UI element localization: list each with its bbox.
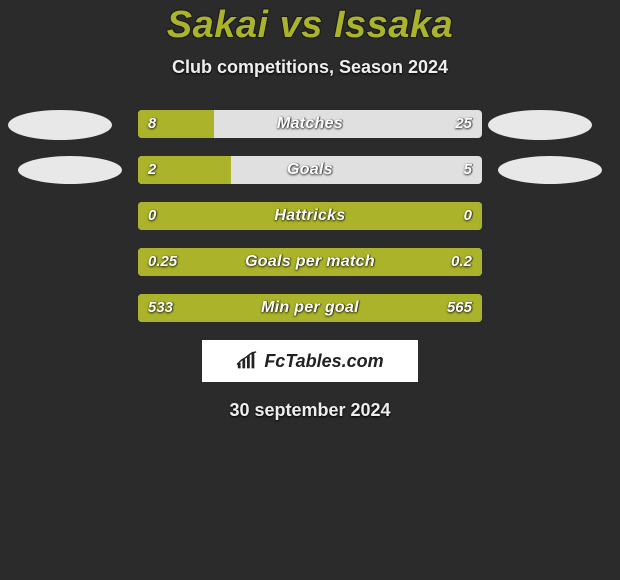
stat-row: 2Goals5 <box>138 156 482 184</box>
stat-value-right: 0 <box>464 202 472 230</box>
stat-value-right: 25 <box>455 110 472 138</box>
stat-label: Goals per match <box>138 248 482 276</box>
stat-label: Goals <box>138 156 482 184</box>
comparison-card: Sakai vs Issaka Club competitions, Seaso… <box>0 0 620 421</box>
player-a-name: Sakai <box>167 4 269 46</box>
stat-bars: 8Matches252Goals50Hattricks00.25Goals pe… <box>138 110 482 322</box>
decorative-oval-0 <box>8 110 112 140</box>
brand-badge: FcTables.com <box>202 340 418 382</box>
stat-row: 0Hattricks0 <box>138 202 482 230</box>
content-area: 8Matches252Goals50Hattricks00.25Goals pe… <box>0 110 620 421</box>
stat-row: 533Min per goal565 <box>138 294 482 322</box>
decorative-oval-2 <box>18 156 122 184</box>
stat-label: Hattricks <box>138 202 482 230</box>
page-title: Sakai vs Issaka <box>0 4 620 47</box>
decorative-oval-1 <box>488 110 592 140</box>
stat-label: Matches <box>138 110 482 138</box>
stat-row: 8Matches25 <box>138 110 482 138</box>
decorative-oval-3 <box>498 156 602 184</box>
subtitle: Club competitions, Season 2024 <box>0 57 620 78</box>
brand-text: FcTables.com <box>264 351 383 372</box>
stat-row: 0.25Goals per match0.2 <box>138 248 482 276</box>
stat-value-right: 565 <box>447 294 472 322</box>
vs-separator: vs <box>280 4 323 46</box>
stat-value-right: 0.2 <box>451 248 472 276</box>
player-b-name: Issaka <box>334 4 453 46</box>
stat-label: Min per goal <box>138 294 482 322</box>
date-label: 30 september 2024 <box>0 400 620 421</box>
stat-value-right: 5 <box>464 156 472 184</box>
bar-chart-icon <box>236 351 258 371</box>
